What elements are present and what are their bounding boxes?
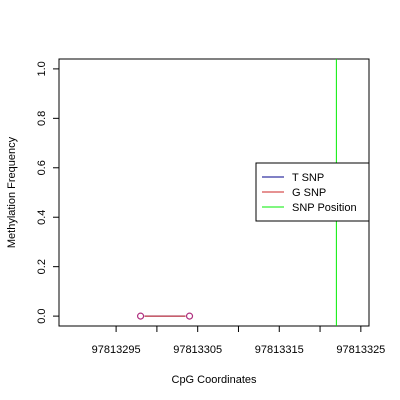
y-tick-label: 0.6 xyxy=(36,160,48,175)
legend-label: G SNP xyxy=(292,187,326,199)
legend: T SNP G SNP SNP Position xyxy=(255,162,370,222)
y-tick-label: 0.0 xyxy=(36,308,48,323)
x-tick-label: 97813305 xyxy=(173,344,222,356)
legend-label: SNP Position xyxy=(292,202,357,214)
y-axis: 0.0 0.2 0.4 0.6 0.8 1.0 xyxy=(36,61,59,324)
data-point xyxy=(185,312,194,320)
y-tick-label: 0.8 xyxy=(36,111,48,126)
y-tick-label: 0.4 xyxy=(36,210,48,225)
y-axis-label: Methylation Frequency xyxy=(6,136,18,248)
y-tick-label: 1.0 xyxy=(36,61,48,76)
legend-label: T SNP xyxy=(292,172,324,184)
data-point xyxy=(136,312,145,320)
x-tick-label: 97813315 xyxy=(255,344,304,356)
x-axis-label: CpG Coordinates xyxy=(172,374,257,386)
x-axis: 97813295 97813305 97813315 97813325 xyxy=(92,326,385,356)
x-tick-label: 97813295 xyxy=(92,344,141,356)
y-tick-label: 0.2 xyxy=(36,259,48,274)
x-tick-label: 97813325 xyxy=(336,344,385,356)
